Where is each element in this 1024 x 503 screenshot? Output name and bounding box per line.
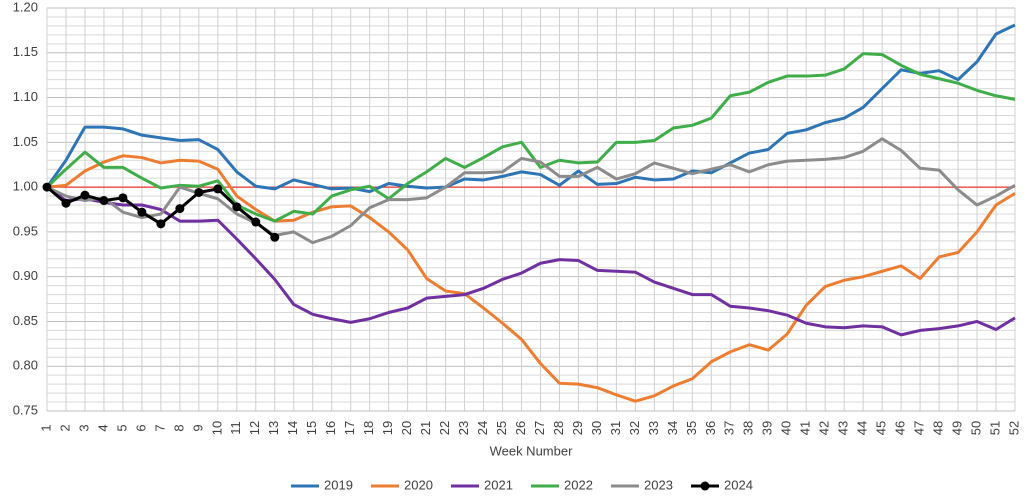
y-tick-label: 1.00 bbox=[13, 179, 38, 194]
x-tick-label: 41 bbox=[798, 421, 813, 435]
y-tick-label: 0.90 bbox=[13, 268, 38, 283]
x-tick-label: 46 bbox=[893, 421, 908, 435]
x-tick-label: 34 bbox=[665, 421, 680, 435]
y-tick-label: 1.20 bbox=[13, 0, 38, 14]
x-tick-label: 37 bbox=[722, 421, 737, 435]
x-tick-label: 7 bbox=[152, 424, 167, 431]
x-tick-label: 48 bbox=[931, 421, 946, 435]
x-tick-label: 38 bbox=[741, 421, 756, 435]
y-tick-label: 0.80 bbox=[13, 358, 38, 373]
legend-label: 2021 bbox=[484, 477, 513, 492]
x-tick-label: 15 bbox=[304, 421, 319, 435]
x-tick-label: 24 bbox=[475, 421, 490, 435]
x-tick-label: 6 bbox=[133, 424, 148, 431]
y-tick-label: 1.15 bbox=[13, 44, 38, 59]
x-tick-label: 33 bbox=[646, 421, 661, 435]
x-tick-label: 30 bbox=[589, 421, 604, 435]
x-tick-label: 23 bbox=[456, 421, 471, 435]
data-point bbox=[270, 232, 280, 242]
x-tick-label: 49 bbox=[949, 421, 964, 435]
legend-label: 2020 bbox=[404, 477, 433, 492]
data-point bbox=[137, 207, 147, 217]
x-tick-label: 26 bbox=[513, 421, 528, 435]
y-tick-label: 1.10 bbox=[13, 89, 38, 104]
x-tick-label: 22 bbox=[437, 421, 452, 435]
x-tick-label: 44 bbox=[855, 421, 870, 435]
legend-label: 2019 bbox=[324, 477, 353, 492]
y-tick-label: 0.85 bbox=[13, 313, 38, 328]
series-line bbox=[45, 23, 1016, 194]
x-tick-label: 18 bbox=[361, 421, 376, 435]
x-tick-label: 8 bbox=[171, 424, 186, 431]
legend-label: 2023 bbox=[644, 477, 673, 492]
x-tick-label: 1 bbox=[38, 424, 53, 431]
x-tick-label: 35 bbox=[684, 421, 699, 435]
x-tick-label: 47 bbox=[912, 421, 927, 435]
x-tick-label: 17 bbox=[342, 421, 357, 435]
x-tick-label: 9 bbox=[190, 424, 205, 431]
data-point bbox=[175, 204, 185, 214]
y-tick-label: 0.95 bbox=[13, 223, 38, 238]
data-point bbox=[156, 219, 166, 229]
x-tick-label: 50 bbox=[968, 421, 983, 435]
x-tick-label: 29 bbox=[570, 421, 585, 435]
data-point bbox=[99, 196, 109, 206]
x-tick-label: 42 bbox=[817, 421, 832, 435]
x-tick-label: 28 bbox=[551, 421, 566, 435]
series-line bbox=[46, 137, 1016, 245]
x-tick-label: 5 bbox=[114, 424, 129, 431]
data-point bbox=[213, 184, 223, 194]
data-point bbox=[194, 187, 204, 197]
x-tick-label: 21 bbox=[418, 421, 433, 435]
x-tick-label: 14 bbox=[285, 421, 300, 435]
legend-label: 2022 bbox=[564, 477, 593, 492]
data-point bbox=[42, 182, 52, 192]
x-tick-label: 39 bbox=[760, 421, 775, 435]
legend-label: 2024 bbox=[724, 477, 753, 492]
data-point bbox=[251, 217, 261, 227]
x-tick-label: 11 bbox=[228, 421, 243, 435]
x-tick-label: 52 bbox=[1006, 421, 1021, 435]
series-line bbox=[46, 154, 1016, 403]
legend-marker bbox=[700, 481, 710, 491]
data-point bbox=[118, 193, 128, 203]
x-tick-label: 2 bbox=[57, 424, 72, 431]
x-tick-label: 31 bbox=[608, 421, 623, 435]
x-axis-label: Week Number bbox=[490, 443, 574, 458]
x-tick-label: 51 bbox=[987, 421, 1002, 435]
x-tick-label: 16 bbox=[323, 421, 338, 435]
x-tick-label: 13 bbox=[266, 421, 281, 435]
x-tick-label: 19 bbox=[380, 421, 395, 435]
x-tick-label: 45 bbox=[874, 421, 889, 435]
data-point bbox=[61, 198, 71, 208]
x-tick-label: 36 bbox=[703, 421, 718, 435]
x-tick-label: 25 bbox=[494, 421, 509, 435]
data-point bbox=[80, 190, 90, 200]
x-tick-label: 43 bbox=[836, 421, 851, 435]
series-line bbox=[45, 52, 1016, 223]
x-tick-label: 4 bbox=[95, 424, 110, 431]
series-line bbox=[46, 185, 1016, 337]
x-tick-label: 12 bbox=[247, 421, 262, 435]
y-tick-label: 1.05 bbox=[13, 134, 38, 149]
x-tick-label: 40 bbox=[779, 421, 794, 435]
y-tick-label: 0.75 bbox=[13, 402, 38, 417]
x-tick-label: 3 bbox=[76, 424, 91, 431]
x-tick-label: 32 bbox=[627, 421, 642, 435]
x-tick-label: 10 bbox=[209, 421, 224, 435]
x-tick-label: 20 bbox=[399, 421, 414, 435]
data-point bbox=[232, 202, 242, 212]
x-tick-label: 27 bbox=[532, 421, 547, 435]
